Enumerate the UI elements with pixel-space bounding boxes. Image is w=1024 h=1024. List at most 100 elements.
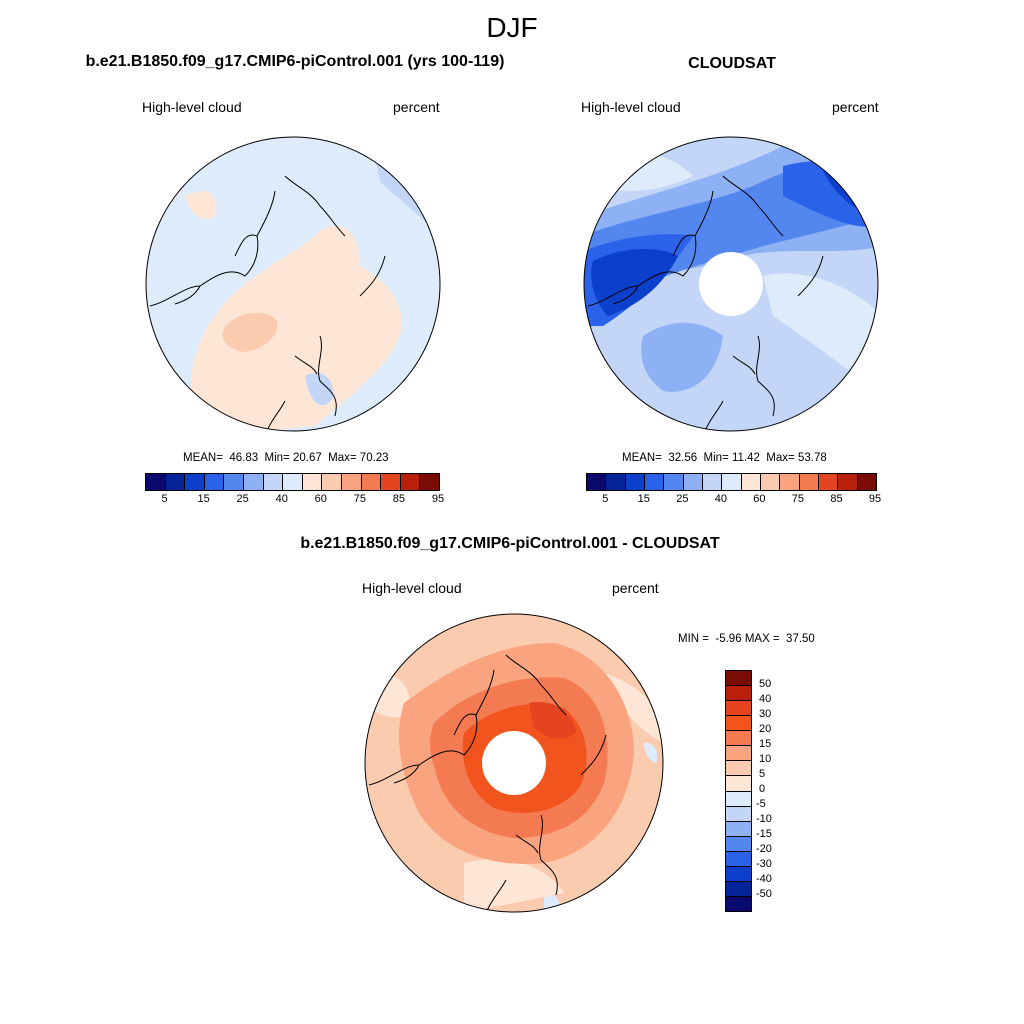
panel-3-field-neg-b (644, 742, 658, 763)
panel-2-colorbar-swatch (664, 474, 684, 490)
panel-2-colorbar-tick: 95 (868, 493, 882, 505)
panel-2-colorbar-tick: 25 (676, 493, 689, 505)
panel-1-colorbar-tick: 40 (275, 493, 288, 505)
panel-2-colorbar-swatch (741, 474, 761, 490)
panel-2-colorbar-swatch (625, 474, 645, 490)
panel-1-field-warm (191, 226, 402, 431)
panel-1-mean-label: MEAN= (183, 452, 223, 464)
panel-2-colorbar-tick: 5 (602, 493, 609, 505)
panel-1-colorbar-swatch (243, 474, 264, 490)
panel-2-colorbar-swatch (818, 474, 839, 490)
panel-1-coastline (149, 175, 386, 431)
panel-2-right-string: percent (832, 99, 879, 115)
panel-3-colorbar (725, 670, 752, 912)
panel-3-stats: MIN = -5.96 MAX = 37.50 (678, 633, 815, 645)
panel-3-colorbar-swatch (726, 821, 751, 837)
panel-2-colorbar-tick: 15 (637, 493, 650, 505)
panel-1-colorbar-swatch (263, 474, 284, 490)
panel-3-colorbar-tick: -15 (756, 828, 772, 840)
panel-3-colorbar-tick: -50 (756, 888, 772, 900)
panel-1-colorbar-tick: 15 (197, 493, 210, 505)
panel-1-colorbar-swatch (302, 474, 323, 490)
panel-2-colorbar (586, 473, 877, 491)
panel-2-colorbar-tick: 75 (791, 493, 805, 505)
panel-1-colorbar-tick: 95 (431, 493, 445, 505)
panel-1-colorbar-swatch (341, 474, 362, 490)
panel-1-colorbar-tick: 75 (353, 493, 366, 505)
panel-2-colorbar-swatch (838, 474, 858, 490)
panel-1-stats: MEAN= 46.83 Min= 20.67 Max= 70.23 (183, 452, 389, 464)
panel-1-colorbar-swatch (185, 474, 205, 490)
panel-1-mean: 46.83 (229, 452, 259, 464)
panel-3-colorbar-tick: 10 (759, 753, 772, 765)
panel-3-colorbar-swatch (726, 686, 751, 702)
panel-2-colorbar-swatch (644, 474, 665, 490)
panel-1-title: b.e21.B1850.f09_g17.CMIP6-piControl.001 … (85, 53, 505, 70)
panel-1-max-label: Max= (328, 452, 357, 464)
panel-3-colorbar-swatch (726, 746, 751, 762)
panel-1-colorbar-swatch (146, 474, 166, 490)
panel-3-coastline (368, 654, 607, 912)
panel-3-colorbar-swatch (726, 716, 751, 732)
panel-3-max-label: MAX = (744, 633, 780, 645)
panel-2-max-label: Max= (766, 452, 795, 464)
panel-3-colorbar-tick: 5 (759, 768, 766, 780)
panel-2-colorbar-swatch (587, 474, 607, 490)
panel-3-min-label: MIN = (678, 633, 709, 645)
panel-3-colorbar-tick: -20 (756, 843, 772, 855)
panel-2-colorbar-swatch (606, 474, 626, 490)
panel-2-mean-label: MEAN= (622, 452, 662, 464)
panel-3-colorbar-tick: 15 (759, 738, 772, 750)
panel-1-field-warm-b (185, 191, 216, 220)
panel-3-max: 37.50 (786, 633, 815, 645)
panel-3-title: b.e21.B1850.f09_g17.CMIP6-piControl.001 … (300, 535, 720, 552)
panel-1-colorbar-tick: 5 (161, 493, 168, 505)
panel-1-colorbar-swatch (381, 474, 401, 490)
panel-2-colorbar-swatch (799, 474, 819, 490)
panel-1-left-string: High-level cloud (142, 99, 242, 115)
panel-2-colorbar-swatch (780, 474, 800, 490)
panel-3-colorbar-swatch (726, 671, 751, 687)
panel-1-colorbar-swatch (165, 474, 186, 490)
panel-3-colorbar-tick: 20 (759, 723, 772, 735)
panel-3-min: -5.96 (715, 633, 742, 645)
panel-3-colorbar-swatch (726, 791, 751, 807)
panel-3-colorbar-tick: 40 (759, 693, 772, 705)
panel-2-min: 11.42 (731, 452, 760, 464)
panel-2-field-mid-b (641, 322, 723, 392)
panel-3-field-peak (529, 702, 576, 739)
panel-3-colorbar-tick: -5 (756, 798, 766, 810)
panel-1-colorbar-tick: 25 (236, 493, 249, 505)
panel-2-max: 53.78 (797, 452, 827, 464)
panel-3-colorbar-swatch (726, 806, 751, 822)
panel-2-pole-hole (699, 252, 763, 316)
panel-1-colorbar-swatch (224, 474, 244, 490)
panel-1-colorbar-swatch (204, 474, 225, 490)
panel-2-colorbar-ticks: 5 15 25 40 60 75 85 95 (586, 493, 881, 507)
panel-1-right-string: percent (393, 99, 440, 115)
panel-1-max: 70.23 (359, 452, 389, 464)
panel-2-colorbar-swatch (760, 474, 781, 490)
panel-2-colorbar-swatch (683, 474, 703, 490)
panel-2-colorbar-tick: 60 (753, 493, 766, 505)
panel-1-colorbar-tick: 85 (392, 493, 406, 505)
panel-3-right-string: percent (612, 580, 659, 596)
panel-2-colorbar-tick: 40 (714, 493, 727, 505)
figure-title: DJF (486, 12, 538, 43)
panel-3-colorbar-tick: -30 (756, 858, 772, 870)
panel-3-map (364, 613, 664, 913)
panel-2-colorbar-swatch (702, 474, 723, 490)
panel-1-colorbar-tick: 60 (314, 493, 327, 505)
panel-2-colorbar-tick: 85 (830, 493, 843, 505)
panel-2-field-deepest (591, 249, 678, 316)
panel-1-map (145, 136, 441, 432)
panel-1-colorbar-swatch (361, 474, 382, 490)
panel-3-colorbar-tick: 50 (759, 678, 772, 690)
panel-1-colorbar (145, 473, 440, 491)
panel-2-mean: 32.56 (668, 452, 698, 464)
panel-1-colorbar-swatch (283, 474, 303, 490)
panel-3-colorbar-swatch (726, 851, 751, 867)
panel-2-left-string: High-level cloud (581, 99, 681, 115)
panel-1-min-label: Min= (264, 452, 290, 464)
panel-3-colorbar-tick: -40 (756, 873, 772, 885)
